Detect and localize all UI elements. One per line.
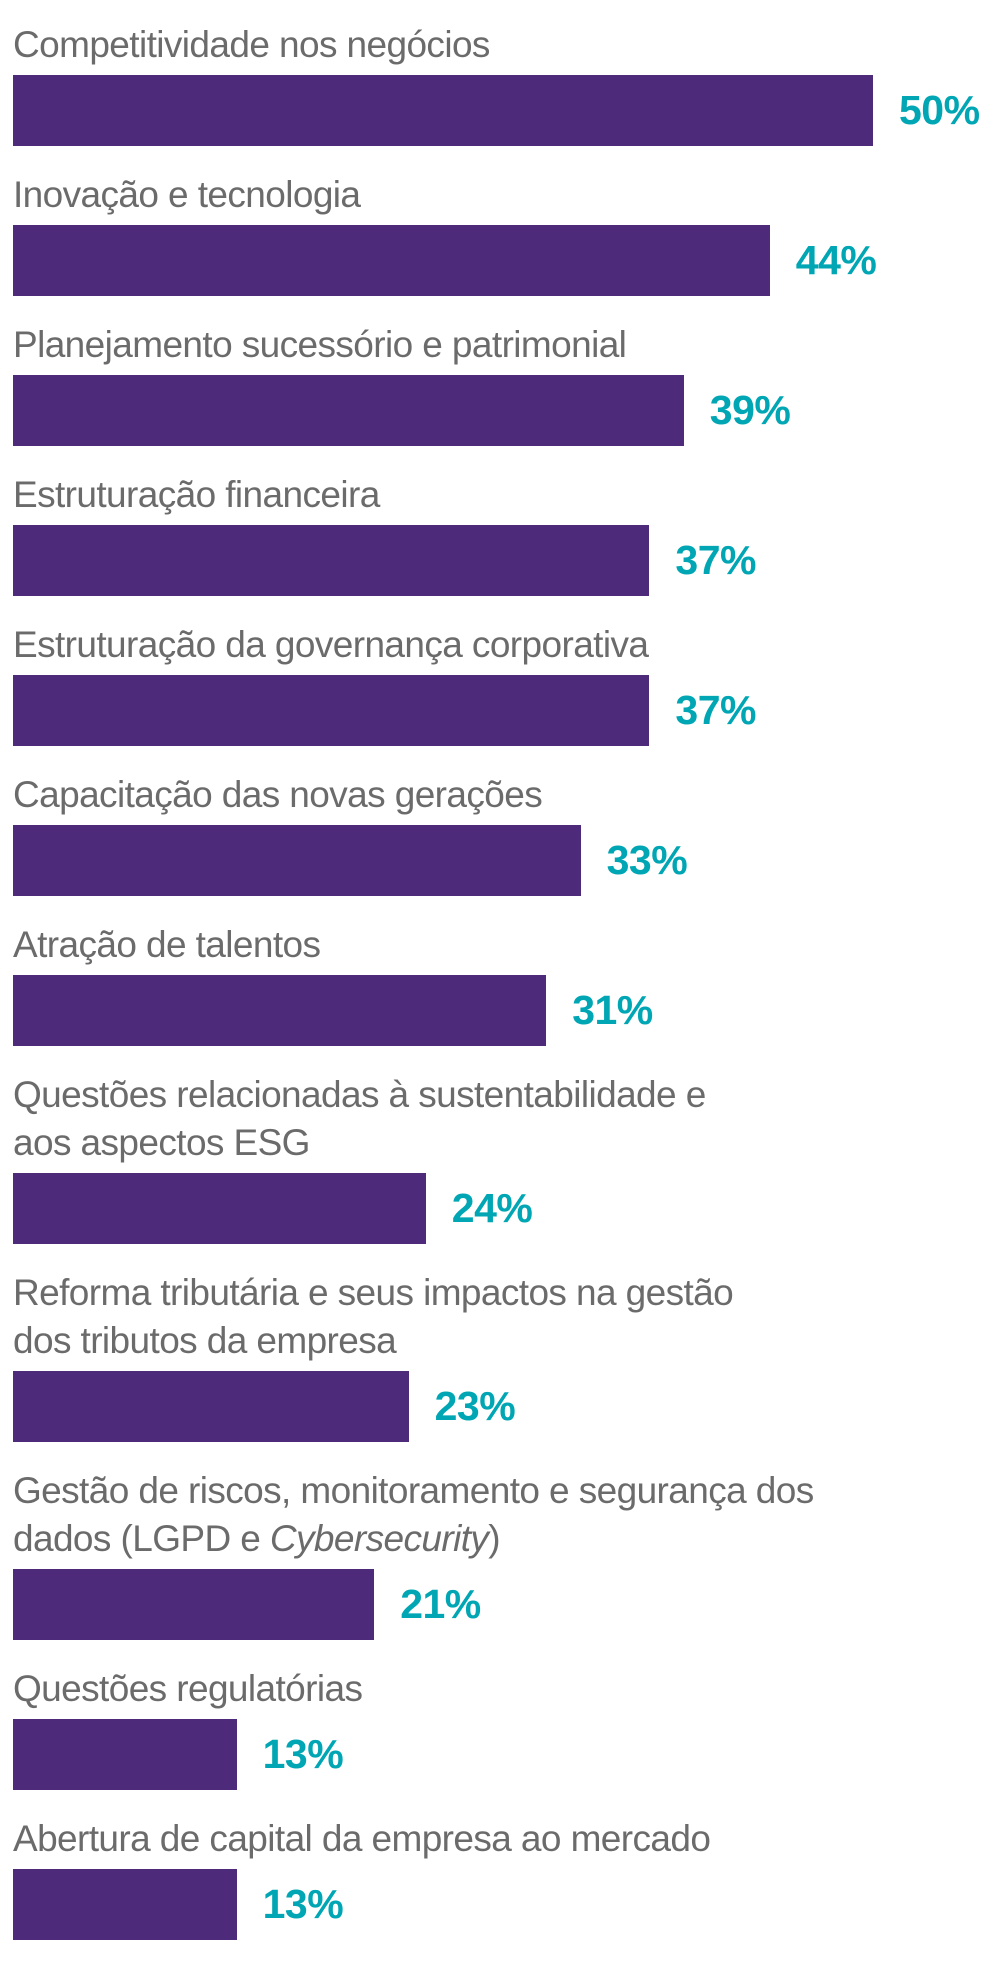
value-label: 50%: [899, 87, 980, 133]
bar-item: Competitividade nos negócios 50%: [13, 21, 993, 146]
category-label-segment: Abertura de capital da empresa ao mercad…: [13, 1818, 711, 1859]
bar-item: Questões relacionadas à sustentabilidade…: [13, 1071, 993, 1244]
value-label: 24%: [451, 1185, 533, 1231]
bar-item: Reforma tributária e seus impactos na ge…: [13, 1269, 993, 1442]
value-label: 13%: [262, 1881, 344, 1927]
category-label: Estruturação financeira: [13, 471, 993, 519]
value-label: 37%: [675, 687, 756, 733]
bar-chart: Competitividade nos negócios 50% Inovação …: [13, 21, 993, 1965]
bar: [13, 75, 873, 146]
bar: [13, 825, 581, 896]
bar-item: Atração de talentos 31%: [13, 921, 993, 1046]
category-label-segment: Questões regulatórias: [13, 1668, 363, 1709]
bar-item: Planejamento sucessório e patrimonial 39%: [13, 321, 993, 446]
value-label: 33%: [606, 837, 688, 883]
category-label: Planejamento sucessório e patrimonial: [13, 321, 993, 369]
bar: [13, 675, 650, 746]
category-label: Capacitação das novas gerações: [13, 771, 993, 819]
bar-item: Estruturação da governança corporativa 37…: [13, 621, 993, 746]
bar-item: Gestão de riscos, monitoramento e segura…: [13, 1467, 993, 1640]
value-label: 21%: [400, 1581, 481, 1627]
bar: [13, 375, 684, 446]
bar-row: 13%: [13, 1719, 993, 1790]
bar: [13, 1371, 409, 1442]
category-label-segment: Atração de talentos: [13, 924, 321, 965]
category-label: Abertura de capital da empresa ao mercad…: [13, 1815, 993, 1863]
category-label-segment: Planejamento sucessório e patrimonial: [13, 324, 627, 365]
category-label: Questões relacionadas à sustentabilidade…: [13, 1071, 993, 1167]
category-label: Inovação e tecnologia: [13, 171, 993, 219]
bar-row: 37%: [13, 525, 993, 596]
bar-item: Inovação e tecnologia 44%: [13, 171, 993, 296]
value-label: 13%: [262, 1731, 344, 1777]
bar: [13, 1869, 237, 1940]
category-label: Gestão de riscos, monitoramento e segura…: [13, 1467, 993, 1563]
category-label-segment: Estruturação financeira: [13, 474, 380, 515]
value-label: 23%: [434, 1383, 516, 1429]
bar-row: 37%: [13, 675, 993, 746]
category-label-segment: Capacitação das novas gerações: [13, 774, 543, 815]
bar-row: 21%: [13, 1569, 993, 1640]
value-label: 31%: [572, 987, 653, 1033]
bar: [13, 225, 770, 296]
category-label-segment: Competitividade nos negócios: [13, 24, 490, 65]
category-label-segment: Estruturação da governança corporativa: [13, 624, 649, 665]
category-label-segment: ): [488, 1518, 501, 1559]
bar: [13, 525, 650, 596]
category-label: Reforma tributária e seus impactos na ge…: [13, 1269, 993, 1365]
category-label-segment: Gestão de riscos, monitoramento e segura…: [13, 1470, 814, 1559]
bar-row: 44%: [13, 225, 993, 296]
value-label: 37%: [675, 537, 756, 583]
category-label: Competitividade nos negócios: [13, 21, 993, 69]
bar-row: 33%: [13, 825, 993, 896]
category-label: Estruturação da governança corporativa: [13, 621, 993, 669]
bar-row: 31%: [13, 975, 993, 1046]
value-label: 39%: [709, 387, 791, 433]
bar: [13, 975, 547, 1046]
category-label-segment: Inovação e tecnologia: [13, 174, 361, 215]
bar-row: 24%: [13, 1173, 993, 1244]
bar-item: Estruturação financeira 37%: [13, 471, 993, 596]
category-label: Questões regulatórias: [13, 1665, 993, 1713]
bar-item: Questões regulatórias 13%: [13, 1665, 993, 1790]
bar: [13, 1173, 426, 1244]
bar-row: 13%: [13, 1869, 993, 1940]
bar: [13, 1719, 237, 1790]
bar: [13, 1569, 375, 1640]
bar-item: Abertura de capital da empresa ao mercad…: [13, 1815, 993, 1940]
category-label-segment: Questões relacionadas à sustentabilidade…: [13, 1074, 706, 1163]
bar-row: 50%: [13, 75, 993, 146]
bar-item: Capacitação das novas gerações 33%: [13, 771, 993, 896]
category-label: Atração de talentos: [13, 921, 993, 969]
category-label-segment: Cybersecurity: [269, 1518, 489, 1559]
category-label-segment: Reforma tributária e seus impactos na ge…: [13, 1272, 734, 1361]
value-label: 44%: [795, 237, 877, 283]
bar-row: 23%: [13, 1371, 993, 1442]
bar-row: 39%: [13, 375, 993, 446]
